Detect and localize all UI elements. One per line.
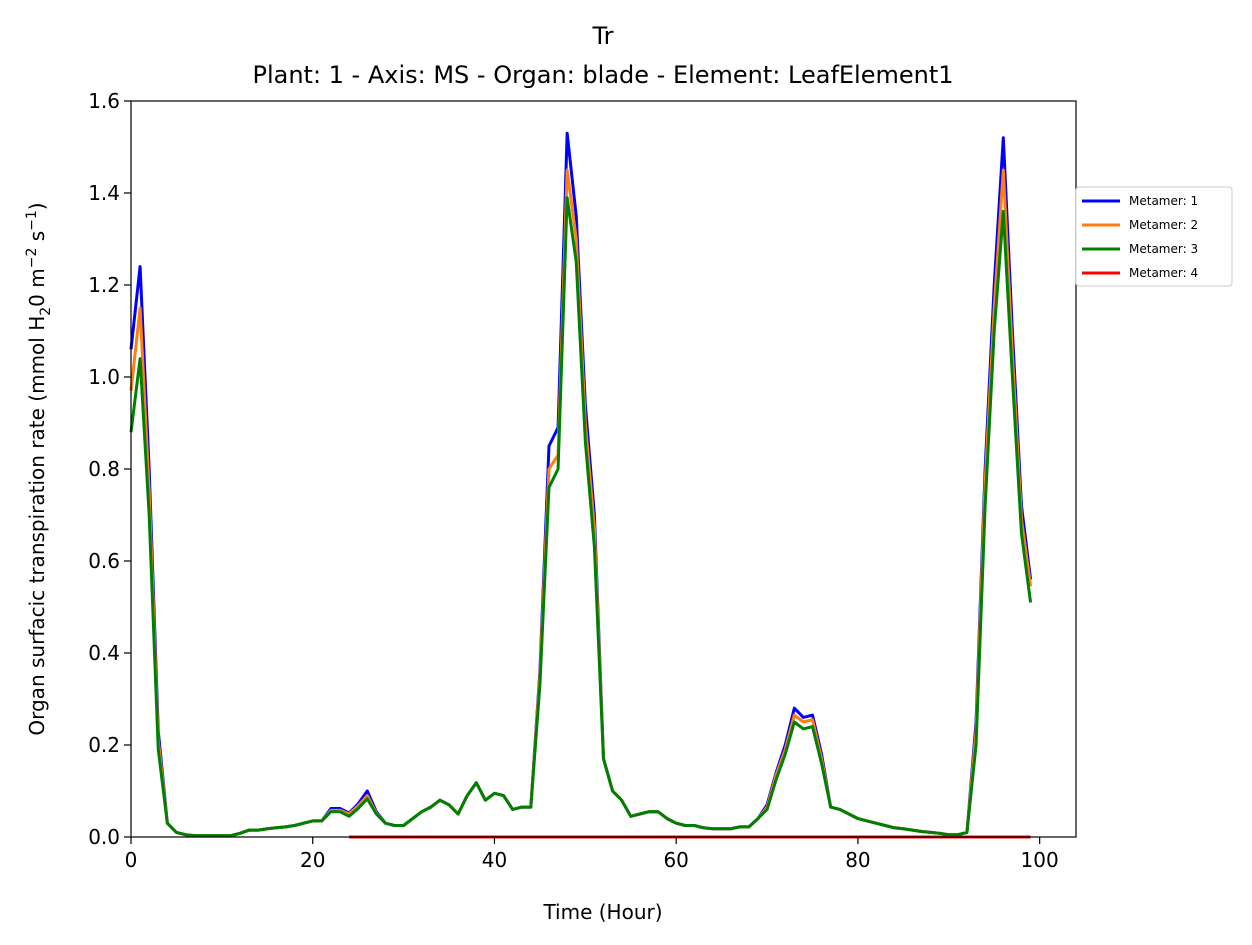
x-tick-label: 20: [300, 848, 325, 872]
series-line-metamer-1: [129, 131, 1033, 838]
legend-label-metamer-3: Metamer: 3: [1129, 242, 1198, 256]
legend-frame: [1075, 186, 1233, 287]
y-tick-label: 1.6: [88, 89, 120, 113]
legend-label-metamer-1: Metamer: 1: [1129, 194, 1198, 208]
y-tick-label: 0.4: [88, 641, 120, 665]
legend: Metamer: 1 Metamer: 2 Metamer: 3 Metamer: 4: [1075, 186, 1233, 287]
x-axis: 0 20 40 60 80 100: [125, 837, 1059, 872]
x-tick-label: 80: [845, 848, 870, 872]
plot-area: [129, 100, 1077, 839]
x-tick-label: 0: [125, 848, 138, 872]
y-axis: 0.0 0.2 0.4 0.6 0.8 1.0 1.2 1.4 1.6: [88, 89, 131, 849]
y-tick-label: 0.6: [88, 549, 120, 573]
legend-label-metamer-2: Metamer: 2: [1129, 218, 1198, 232]
y-tick-label: 0.0: [88, 825, 120, 849]
y-axis-label: Organ surfacic transpiration rate (mmol …: [24, 202, 54, 735]
legend-label-metamer-4: Metamer: 4: [1129, 266, 1198, 280]
y-tick-label: 0.2: [88, 733, 120, 757]
y-tick-label: 0.8: [88, 457, 120, 481]
y-tick-label: 1.2: [88, 273, 120, 297]
x-axis-label: Time (Hour): [542, 900, 662, 924]
series-group: [129, 131, 1033, 839]
chart-subtitle: Plant: 1 - Axis: MS - Organ: blade - Ele…: [252, 61, 953, 89]
x-tick-label: 40: [482, 848, 507, 872]
series-line-metamer-3: [129, 196, 1033, 838]
y-tick-label: 1.0: [88, 365, 120, 389]
y-tick-label: 1.4: [88, 181, 120, 205]
chart-title: Tr: [592, 22, 614, 50]
x-tick-label: 100: [1021, 848, 1059, 872]
x-tick-label: 60: [663, 848, 688, 872]
series-line-metamer-2: [129, 168, 1033, 838]
